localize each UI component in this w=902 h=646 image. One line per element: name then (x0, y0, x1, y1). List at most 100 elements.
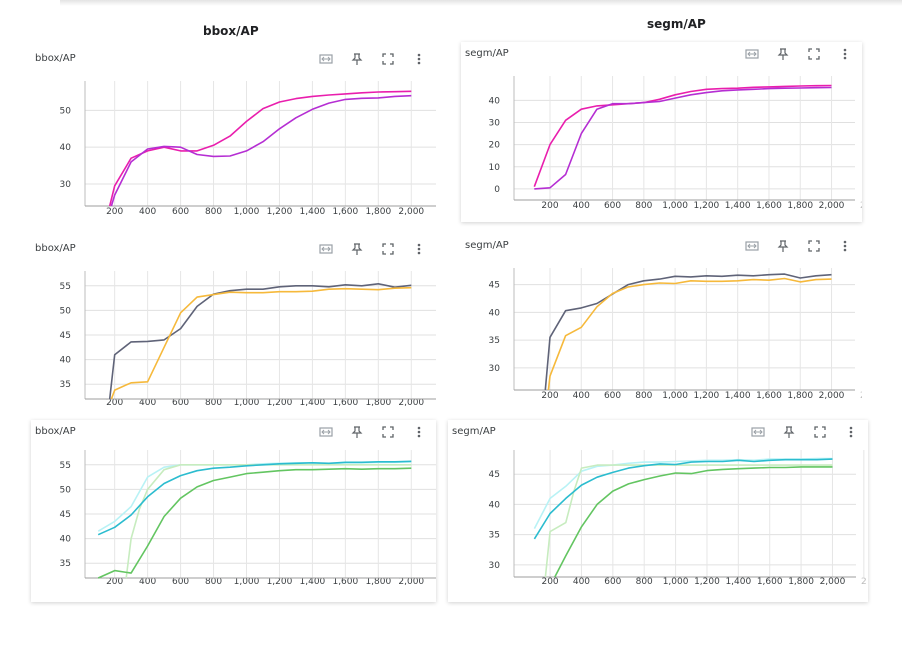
y-tick-label: 20 (489, 141, 501, 151)
chart-panel-bbox-1: bbox/AP 30 40 50 200 400 600 800 1,000 1,200 1,400… (31, 47, 436, 217)
x-tick-label: 400 (139, 398, 156, 408)
chart-plot: 35 40 45 50 55 200 400 600 800 1,000 1,200 1,400 1,6… (60, 271, 436, 408)
x-tick-label: 800 (205, 207, 222, 217)
x-tick-label: 1,200 (267, 398, 293, 408)
y-tick-label: 55 (60, 461, 71, 471)
fullscreen-icon[interactable] (381, 425, 395, 439)
x-tick-label: 1,000 (663, 577, 689, 587)
x-tick-label: 1,200 (694, 577, 720, 587)
x-tick-label: 800 (636, 577, 653, 587)
series-line (97, 467, 412, 579)
x-tick-label: 1,000 (662, 391, 688, 401)
y-tick-label: 45 (489, 281, 500, 291)
series-line (533, 457, 833, 529)
x-tick-label: 200 (106, 398, 123, 408)
fullscreen-icon[interactable] (381, 52, 395, 66)
x-tick-label: 800 (635, 201, 652, 211)
x-tick-label: 2 (860, 201, 862, 211)
pin-icon[interactable] (782, 425, 796, 439)
x-tick-label: 200 (541, 201, 558, 211)
chart-toolbar (734, 422, 858, 442)
x-tick-label: 400 (139, 577, 156, 587)
y-tick-label: 35 (489, 531, 500, 541)
x-tick-label: 200 (106, 207, 123, 217)
fit-domain-icon[interactable] (751, 425, 765, 439)
fit-domain-icon[interactable] (319, 242, 333, 256)
x-tick-label: 400 (573, 201, 590, 211)
x-tick-label: 2,000 (398, 398, 424, 408)
chart-panel-segm-1: segm/AP 0 10 20 30 40 200 400 600 800 1,000 1,200 1,… (461, 42, 862, 222)
fullscreen-icon[interactable] (807, 239, 821, 253)
x-tick-label: 2,000 (819, 391, 845, 401)
series-line (547, 277, 832, 391)
fullscreen-icon[interactable] (381, 242, 395, 256)
x-tick-label: 200 (106, 577, 123, 587)
fit-domain-icon[interactable] (319, 52, 333, 66)
x-tick-label: 800 (635, 391, 652, 401)
x-tick-label: 1,200 (267, 577, 293, 587)
y-tick-label: 55 (60, 282, 71, 292)
chart-title: bbox/AP (35, 243, 76, 254)
heading-bbox-ap: bbox/AP (203, 24, 259, 38)
y-tick-label: 40 (60, 143, 72, 153)
x-tick-label: 1,800 (787, 391, 813, 401)
x-tick-label: 800 (205, 577, 222, 587)
x-tick-label: 600 (604, 391, 621, 401)
x-tick-label: 1,200 (694, 391, 720, 401)
pin-icon[interactable] (350, 52, 364, 66)
fullscreen-icon[interactable] (813, 425, 827, 439)
pin-icon[interactable] (350, 425, 364, 439)
series-line (108, 90, 412, 207)
chart-panel-segm-2: segm/AP 30 35 40 45 200 400 600 800 1,000 1,200 1,4… (461, 234, 862, 414)
x-tick-label: 1,600 (756, 391, 782, 401)
y-tick-label: 35 (489, 336, 500, 346)
chart-toolbar (302, 422, 426, 442)
y-tick-label: 35 (60, 559, 71, 569)
y-tick-label: 50 (60, 306, 72, 316)
x-tick-label: 1,200 (267, 207, 293, 217)
x-tick-label: 600 (172, 577, 189, 587)
x-tick-label: 2,000 (398, 577, 424, 587)
series-line (108, 282, 412, 400)
chart-plot: 30 40 50 200 400 600 800 1,000 1,200 1,400 1,600 1,… (60, 81, 436, 217)
x-tick-label: 1,400 (300, 398, 326, 408)
fit-domain-icon[interactable] (745, 47, 759, 61)
series-line (97, 460, 412, 536)
chart-toolbar (728, 44, 852, 64)
x-tick-label: 1,800 (365, 577, 391, 587)
y-tick-label: 50 (60, 485, 72, 495)
chart-plot: 30 35 40 45 200 400 600 800 1,000 1,200 1,400 1,600… (489, 450, 867, 587)
x-tick-label: 2,000 (398, 207, 424, 217)
y-tick-label: 45 (489, 470, 500, 480)
fit-domain-icon[interactable] (319, 425, 333, 439)
x-tick-label: 600 (172, 207, 189, 217)
x-tick-label: 600 (604, 201, 621, 211)
x-tick-label: 2 (861, 577, 867, 587)
chart-title: segm/AP (452, 426, 496, 437)
y-tick-label: 40 (60, 356, 72, 366)
x-tick-label: 1,000 (234, 577, 260, 587)
fit-domain-icon[interactable] (745, 239, 759, 253)
x-tick-label: 200 (541, 391, 558, 401)
more-vert-icon[interactable] (844, 425, 858, 439)
x-tick-label: 1,400 (300, 577, 326, 587)
more-vert-icon[interactable] (412, 242, 426, 256)
series-line (554, 466, 833, 578)
pin-icon[interactable] (350, 242, 364, 256)
x-tick-label: 400 (573, 391, 590, 401)
x-tick-label: 1,800 (365, 207, 391, 217)
x-tick-label: 400 (139, 207, 156, 217)
fullscreen-icon[interactable] (807, 47, 821, 61)
more-vert-icon[interactable] (412, 52, 426, 66)
pin-icon[interactable] (776, 47, 790, 61)
more-vert-icon[interactable] (838, 239, 852, 253)
chart-plot: 30 35 40 45 200 400 600 800 1,000 1,200 1,400 1,600… (489, 268, 862, 401)
more-vert-icon[interactable] (412, 425, 426, 439)
x-tick-label: 400 (573, 577, 590, 587)
x-tick-label: 600 (604, 577, 621, 587)
x-tick-label: 1,200 (694, 201, 720, 211)
series-line (110, 94, 412, 207)
pin-icon[interactable] (776, 239, 790, 253)
y-tick-label: 30 (489, 119, 501, 129)
more-vert-icon[interactable] (838, 47, 852, 61)
